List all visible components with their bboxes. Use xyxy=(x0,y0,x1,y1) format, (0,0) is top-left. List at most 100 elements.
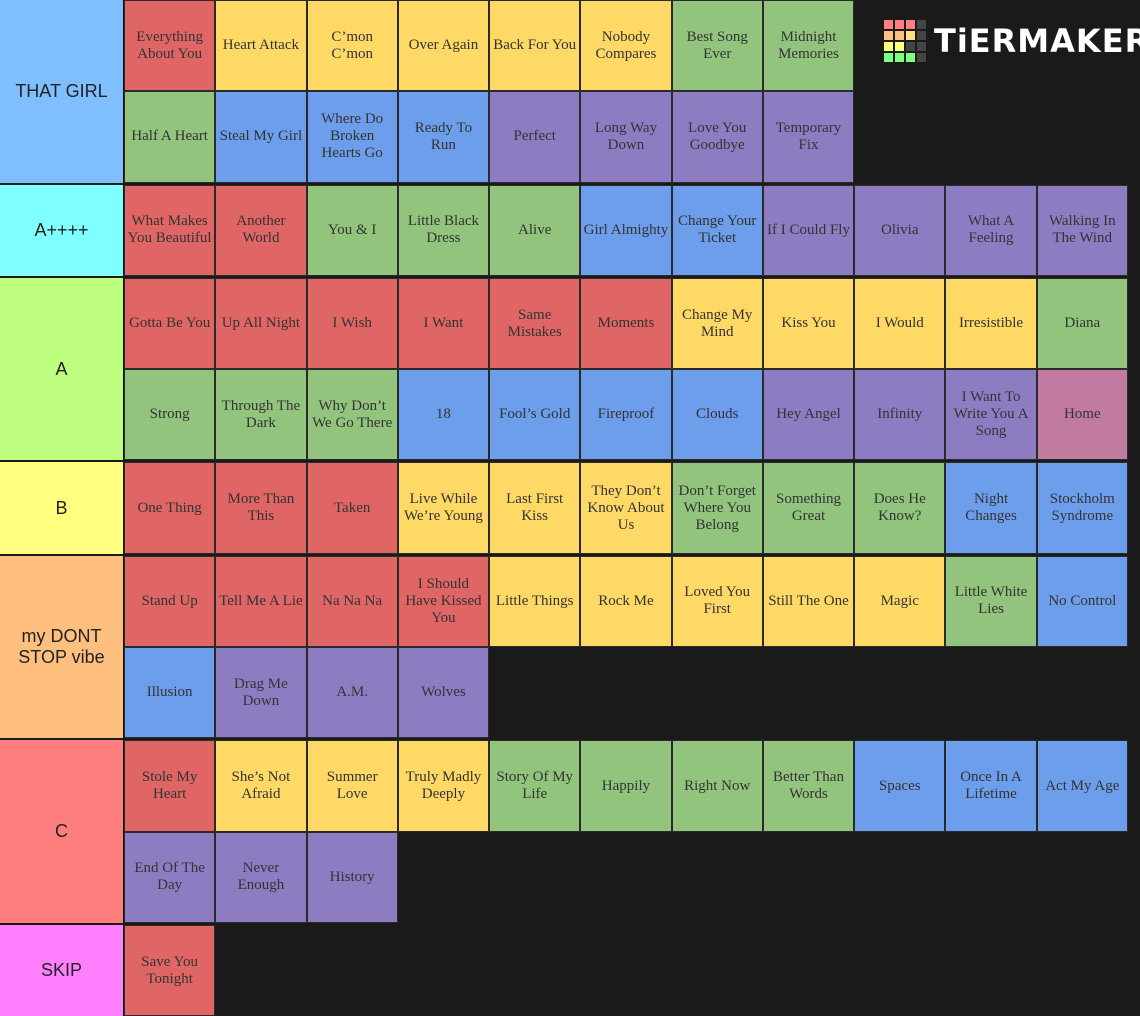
song-tile: You & I xyxy=(306,184,398,276)
song-tile: Irresistible xyxy=(945,277,1037,370)
song-tile: If I Could Fly xyxy=(762,184,855,276)
song-tile: Truly Madly Deeply xyxy=(397,740,490,832)
song-tile: One Thing xyxy=(124,462,216,554)
logo-text: TiERMAKER xyxy=(934,22,1140,60)
song-tile: Rock Me xyxy=(580,555,672,648)
song-tile: Little Black Dress xyxy=(397,184,490,276)
tier-items: What Makes You Beautiful Another World You… xyxy=(124,184,1128,276)
song-tile: Temporary Fix xyxy=(762,91,855,183)
song-tile: Fireproof xyxy=(580,369,672,461)
song-tile: Better Than Words xyxy=(762,740,855,832)
song-tile: Same Mistakes xyxy=(489,277,581,370)
song-tile: Where Do Broken Hearts Go xyxy=(306,91,398,183)
song-tile: Story Of My Life xyxy=(489,740,581,832)
song-tile: Stole My Heart xyxy=(124,740,216,832)
song-tile: 18 xyxy=(397,369,490,461)
song-tile: Walking In The Wind xyxy=(1036,184,1128,276)
song-tile: Don’t Forget Where You Belong xyxy=(671,462,763,554)
song-tile: Clouds xyxy=(671,369,763,461)
tier-label: B xyxy=(0,462,124,554)
song-tile: Magic xyxy=(854,555,946,648)
tier-label: C xyxy=(0,740,124,923)
song-tile: Change Your Ticket xyxy=(671,184,763,276)
tier-label: THAT GIRL xyxy=(0,0,124,183)
song-tile: I Want To Write You A Song xyxy=(945,369,1037,461)
song-tile: Home xyxy=(1036,369,1128,461)
tier-row: THAT GIRL Everything About You Heart Attac… xyxy=(0,0,1140,183)
song-tile: Another World xyxy=(215,184,307,276)
tier-label: A++++ xyxy=(0,184,124,276)
song-tile: Never Enough xyxy=(215,831,307,923)
tier-label: SKIP xyxy=(0,924,124,1016)
song-tile: I Would xyxy=(854,277,946,370)
song-tile: Through The Dark xyxy=(215,369,307,461)
song-tile: Kiss You xyxy=(762,277,855,370)
song-tile: Why Don’t We Go There xyxy=(306,369,398,461)
song-tile: Diana xyxy=(1036,277,1128,370)
tier-items: Gotta Be You Up All Night I Wish I Want Same… xyxy=(124,277,1128,461)
tier-label: A xyxy=(0,277,124,461)
song-tile: Something Great xyxy=(762,462,855,554)
song-tile: Loved You First xyxy=(671,555,763,648)
song-tile: What A Feeling xyxy=(945,184,1037,276)
tier-items: One Thing More Than This Taken Live While W… xyxy=(124,462,1128,554)
song-tile: Spaces xyxy=(854,740,946,832)
song-tile: Love You Goodbye xyxy=(671,91,763,183)
song-tile: Fool’s Gold xyxy=(489,369,581,461)
song-tile: Strong xyxy=(124,369,216,461)
song-tile: Alive xyxy=(489,184,581,276)
song-tile: More Than This xyxy=(215,462,307,554)
song-tile: Steal My Girl xyxy=(215,91,307,183)
tier-row: A++++ What Makes You Beautiful Another Wor… xyxy=(0,184,1140,276)
song-tile: Nobody Compares xyxy=(580,0,672,92)
song-tile: Olivia xyxy=(854,184,946,276)
song-tile: Infinity xyxy=(854,369,946,461)
song-tile: Wolves xyxy=(397,647,490,739)
song-tile: Happily xyxy=(580,740,672,832)
song-tile: Ready To Run xyxy=(397,91,490,183)
song-tile: Up All Night xyxy=(215,277,307,370)
song-tile: End Of The Day xyxy=(124,831,216,923)
tier-items: Everything About You Heart Attack C’mon C’… xyxy=(124,0,855,183)
song-tile: I Should Have Kissed You xyxy=(397,555,490,648)
song-tile: Live While We’re Young xyxy=(397,462,490,554)
song-tile: Everything About You xyxy=(124,0,216,92)
tier-label: my DONT STOP vibe xyxy=(0,555,124,739)
song-tile: Summer Love xyxy=(306,740,398,832)
song-tile: Moments xyxy=(580,277,672,370)
song-tile: A.M. xyxy=(306,647,398,739)
song-tile: Stand Up xyxy=(124,555,216,648)
song-tile: Does He Know? xyxy=(854,462,946,554)
tier-row: A Gotta Be You Up All Night I Wish I Want Sam… xyxy=(0,277,1140,461)
song-tile: C’mon C’mon xyxy=(306,0,398,92)
song-tile: No Control xyxy=(1036,555,1128,648)
tier-items: Stole My Heart She’s Not Afraid Summer Lov… xyxy=(124,740,1128,923)
song-tile: Night Changes xyxy=(945,462,1037,554)
song-tile: Save You Tonight xyxy=(124,924,216,1016)
tier-items: Save You Tonight xyxy=(124,924,1128,1016)
song-tile: Taken xyxy=(306,462,398,554)
song-tile: Act My Age xyxy=(1036,740,1128,832)
song-tile: Hey Angel xyxy=(762,369,855,461)
song-tile: Na Na Na xyxy=(306,555,398,648)
song-tile: Heart Attack xyxy=(215,0,307,92)
song-tile: Half A Heart xyxy=(124,91,216,183)
tier-row: B One Thing More Than This Taken Live While … xyxy=(0,462,1140,554)
song-tile: Little Things xyxy=(489,555,581,648)
song-tile: She’s Not Afraid xyxy=(215,740,307,832)
song-tile: Perfect xyxy=(489,91,581,183)
song-tile: Tell Me A Lie xyxy=(215,555,307,648)
song-tile: Drag Me Down xyxy=(215,647,307,739)
song-tile: Still The One xyxy=(762,555,855,648)
song-tile: Illusion xyxy=(124,647,216,739)
logo-icon xyxy=(884,20,926,62)
tier-row: C Stole My Heart She’s Not Afraid Summer Lo… xyxy=(0,740,1140,923)
song-tile: Girl Almighty xyxy=(580,184,672,276)
song-tile: Midnight Memories xyxy=(762,0,855,92)
song-tile: Last First Kiss xyxy=(489,462,581,554)
song-tile: Gotta Be You xyxy=(124,277,216,370)
song-tile: Right Now xyxy=(671,740,763,832)
logo: TiERMAKER xyxy=(884,20,1140,62)
song-tile: Long Way Down xyxy=(580,91,672,183)
song-tile: Back For You xyxy=(489,0,581,92)
